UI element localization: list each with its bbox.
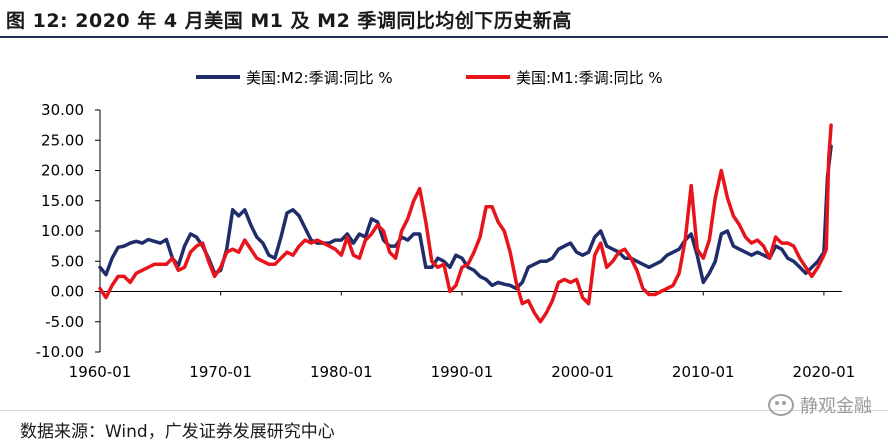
- data-source-note: 数据来源：Wind，广发证券发展研究中心: [20, 422, 335, 442]
- legend-label-m2: 美国:M2:季调:同比 %: [246, 69, 393, 87]
- x-tick-label: 2010-01: [672, 363, 735, 381]
- figure-title: 图 12: 2020 年 4 月美国 M1 及 M2 季调同比均创下历史新高: [6, 10, 572, 32]
- legend: 美国:M2:季调:同比 % 美国:M1:季调:同比 %: [196, 69, 663, 87]
- y-tick-label: 15.00: [41, 192, 84, 210]
- legend-label-m1: 美国:M1:季调:同比 %: [516, 69, 663, 87]
- series-line-m1: [98, 123, 833, 324]
- x-tick-label: 1990-01: [431, 363, 494, 381]
- y-tick-label: -5.00: [45, 313, 84, 331]
- plot-area: [98, 123, 833, 324]
- x-tick-label: 1980-01: [310, 363, 373, 381]
- line-chart: 美国:M2:季调:同比 % 美国:M1:季调:同比 % 30.00 25.00 20…: [36, 69, 856, 381]
- x-tick-label: 2020-01: [793, 363, 856, 381]
- y-tick-label: 20.00: [41, 162, 84, 180]
- watermark: 静观金融: [768, 392, 872, 418]
- x-tick-label: 1960-01: [69, 363, 132, 381]
- footer-divider: [0, 410, 888, 411]
- axes: 30.00 25.00 20.00 15.00 10.00 5.00 0.00 -5.00 -1…: [36, 101, 856, 381]
- x-tick-label: 1970-01: [189, 363, 252, 381]
- y-tick-label: 25.00: [41, 131, 84, 149]
- y-tick-label: 30.00: [41, 101, 84, 119]
- y-tick-label: 0.00: [51, 283, 84, 301]
- watermark-text: 静观金融: [800, 396, 872, 417]
- y-tick-label: 5.00: [51, 252, 84, 270]
- x-tick-label: 2000-01: [551, 363, 614, 381]
- y-tick-label: -10.00: [36, 343, 84, 361]
- y-tick-label: 10.00: [41, 222, 84, 240]
- wechat-icon: [768, 394, 794, 416]
- title-divider: [0, 36, 888, 38]
